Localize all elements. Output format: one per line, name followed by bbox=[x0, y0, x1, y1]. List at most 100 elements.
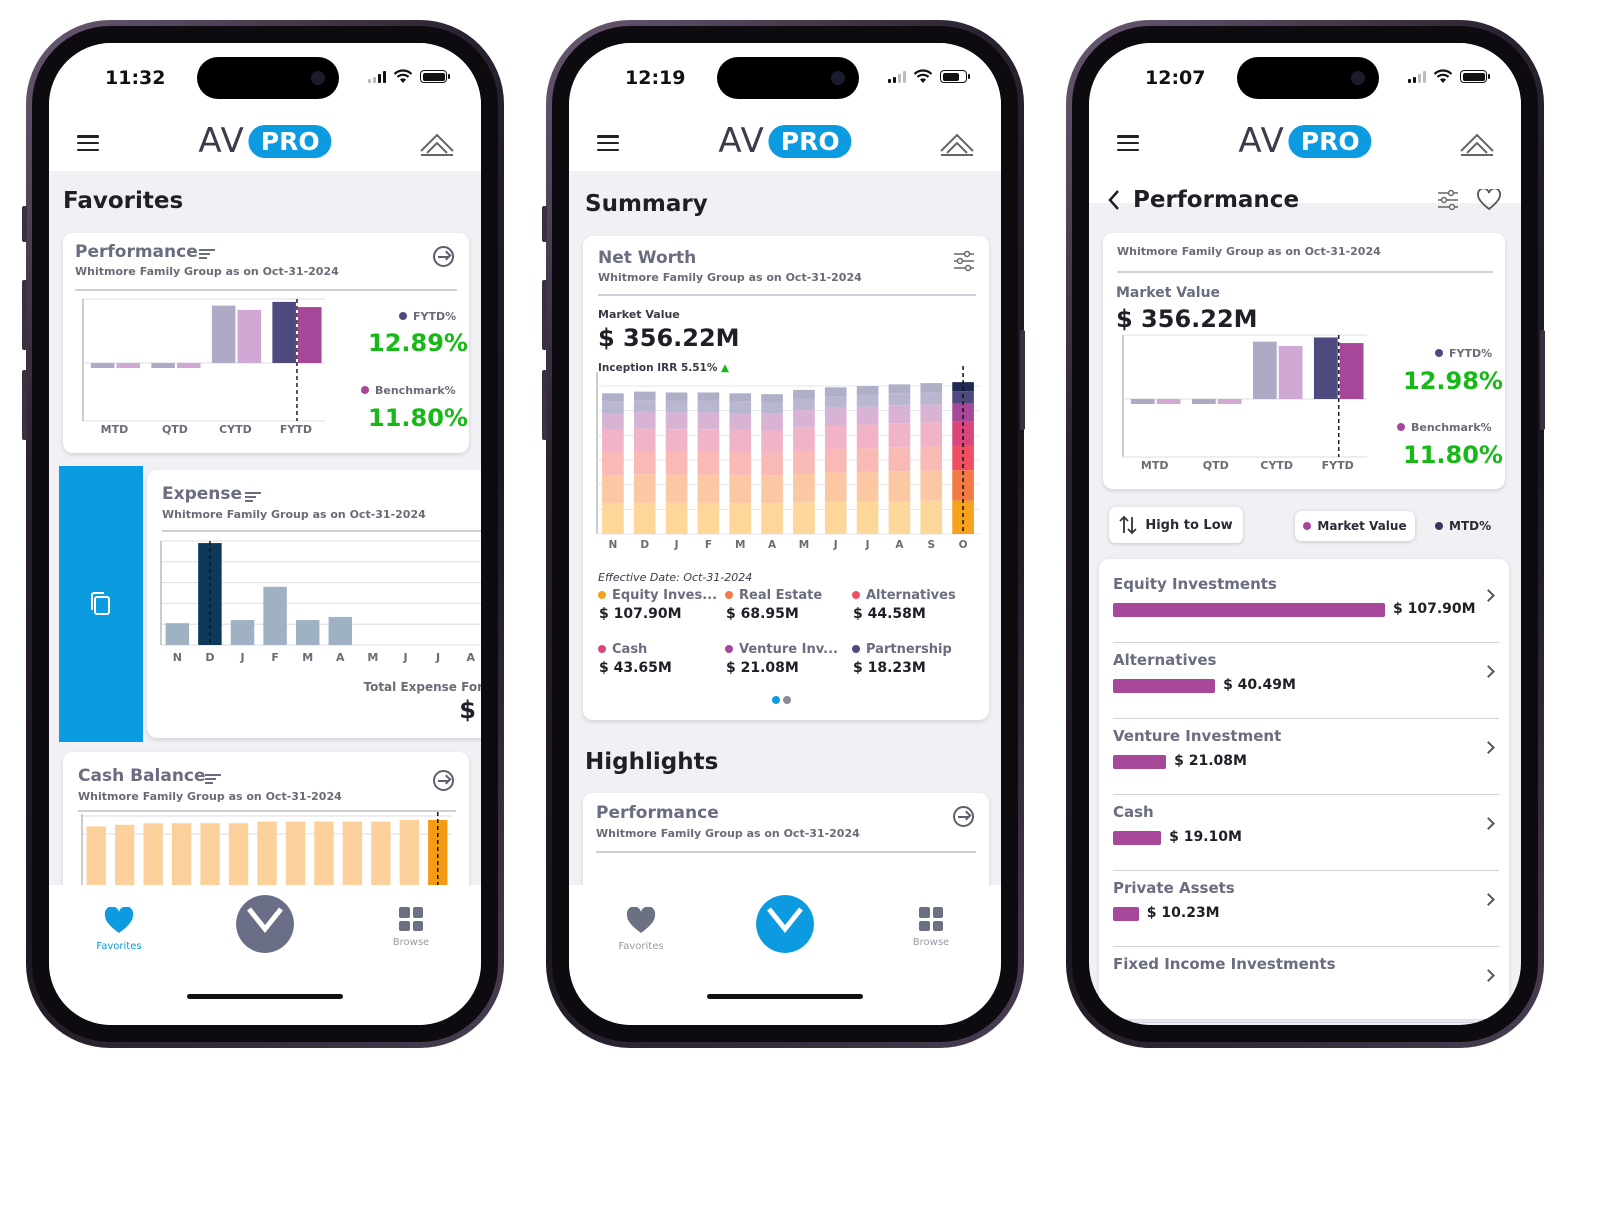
card-title: Expense bbox=[162, 484, 243, 504]
x-tick-label: FYTD bbox=[280, 423, 312, 436]
menu-icon[interactable] bbox=[77, 135, 99, 152]
benchmark-value: 11.80% bbox=[1403, 441, 1503, 469]
filter-icon[interactable] bbox=[1437, 189, 1459, 211]
bar-cytd-0 bbox=[211, 305, 236, 363]
net-worth-segment bbox=[888, 423, 911, 448]
edit-icon[interactable] bbox=[205, 774, 221, 786]
logo-av: AV bbox=[718, 121, 765, 161]
screen: 12:07 AV PRO Performance Whitmore bbox=[1089, 43, 1521, 1025]
open-arrow-icon[interactable] bbox=[953, 806, 974, 827]
duplicate-action[interactable] bbox=[59, 466, 143, 742]
allocation-row[interactable]: Venture Investment $ 21.08M bbox=[1113, 721, 1499, 795]
total-expense-label: Total Expense For bbox=[363, 680, 481, 694]
net-worth-segment bbox=[793, 410, 815, 428]
home-logo-button[interactable] bbox=[236, 895, 294, 953]
allocation-list: Equity Investments $ 107.90M Alternatives $… bbox=[1099, 559, 1509, 1023]
home-icon[interactable] bbox=[939, 131, 975, 157]
chevron-right-icon bbox=[1482, 969, 1495, 982]
tab-favorites[interactable]: Favorites bbox=[79, 907, 159, 952]
expense-bar bbox=[295, 620, 320, 645]
tab-browse[interactable]: Browse bbox=[371, 907, 451, 948]
x-tick-label: D bbox=[205, 651, 214, 664]
expense-card[interactable]: Expense Whitmore Family Group as on Oct-… bbox=[147, 470, 481, 738]
allocation-bar bbox=[1113, 755, 1167, 769]
net-worth-segment bbox=[761, 402, 783, 414]
allocation-row[interactable]: Private Assets $ 10.23M bbox=[1113, 873, 1499, 947]
x-tick-label: N bbox=[173, 651, 182, 664]
net-worth-segment bbox=[856, 471, 879, 502]
net-worth-segment bbox=[602, 413, 624, 430]
allocation-row[interactable]: Fixed Income Investments bbox=[1113, 949, 1499, 1023]
page-title: Performance bbox=[1133, 187, 1300, 213]
phone-favorites: 11:32 AV PRO Favorites Performance bbox=[26, 20, 504, 1048]
net-worth-segment bbox=[888, 393, 911, 406]
card-title: Cash Balance bbox=[78, 766, 206, 786]
status-icons bbox=[888, 69, 970, 84]
x-tick-label: M bbox=[799, 539, 809, 551]
net-worth-segment bbox=[633, 474, 656, 503]
edit-icon[interactable] bbox=[199, 249, 215, 261]
legend-item-label: Venture Inv... bbox=[725, 642, 838, 657]
heart-icon bbox=[626, 907, 656, 933]
net-worth-segment bbox=[697, 400, 720, 413]
favorite-heart-icon[interactable] bbox=[1477, 189, 1501, 211]
cash-bar bbox=[86, 826, 106, 892]
logo-av: AV bbox=[1238, 121, 1285, 161]
cash-balance-card[interactable]: Cash Balance Whitmore Family Group as on… bbox=[63, 752, 469, 892]
net-worth-segment bbox=[920, 446, 943, 471]
net-worth-segment bbox=[729, 503, 752, 534]
mtd-filter[interactable]: MTD% bbox=[1435, 519, 1491, 533]
dynamic-island bbox=[1237, 57, 1379, 99]
legend-item-label: Equity Inves... bbox=[598, 588, 717, 603]
x-tick-label: M bbox=[367, 651, 378, 664]
net-worth-segment bbox=[952, 403, 974, 422]
tab-browse[interactable]: Browse bbox=[891, 907, 971, 948]
home-logo-button[interactable] bbox=[756, 895, 814, 953]
allocation-value: $ 21.08M bbox=[1174, 753, 1247, 769]
legend-item-value: $ 44.58M bbox=[853, 606, 926, 622]
back-icon[interactable] bbox=[1107, 189, 1121, 211]
net-worth-segment bbox=[888, 405, 911, 424]
x-tick-label: A bbox=[466, 651, 475, 664]
net-worth-segment bbox=[665, 392, 688, 401]
home-icon[interactable] bbox=[419, 131, 455, 157]
net-worth-segment bbox=[856, 394, 879, 407]
open-arrow-icon[interactable] bbox=[433, 246, 454, 267]
sort-button[interactable]: High to Low bbox=[1109, 507, 1243, 543]
allocation-row[interactable]: Equity Investments $ 107.90M bbox=[1113, 569, 1499, 643]
allocation-row[interactable]: Cash $ 19.10M bbox=[1113, 797, 1499, 871]
open-arrow-icon[interactable] bbox=[433, 770, 454, 791]
x-tick-label: J bbox=[865, 539, 870, 551]
home-indicator bbox=[707, 994, 863, 999]
x-tick-label: N bbox=[609, 539, 618, 551]
chevron-right-icon bbox=[1482, 817, 1495, 830]
net-worth-segment bbox=[665, 451, 688, 475]
net-worth-segment bbox=[920, 422, 943, 447]
x-tick-label: S bbox=[927, 539, 935, 551]
sort-icon bbox=[1119, 515, 1137, 535]
filter-icon[interactable] bbox=[953, 250, 975, 272]
tab-favorites[interactable]: Favorites bbox=[601, 907, 681, 952]
performance-card[interactable]: Performance Whitmore Family Group as on … bbox=[63, 233, 469, 453]
home-icon[interactable] bbox=[1459, 131, 1495, 157]
market-value: $ 356.22M bbox=[598, 324, 740, 352]
net-worth-segment bbox=[761, 394, 783, 403]
page-indicator[interactable] bbox=[772, 696, 791, 704]
tab-label: Favorites bbox=[96, 941, 142, 952]
net-worth-segment bbox=[920, 383, 943, 393]
net-worth-segment bbox=[793, 389, 815, 399]
menu-icon[interactable] bbox=[597, 135, 619, 152]
edit-icon[interactable] bbox=[245, 492, 261, 504]
screen: 11:32 AV PRO Favorites Performance bbox=[49, 43, 481, 1025]
allocation-name: Cash bbox=[1113, 803, 1154, 821]
divider bbox=[162, 530, 481, 532]
net-worth-segment bbox=[920, 500, 943, 534]
card-subtitle: Whitmore Family Group as on Oct-31-2024 bbox=[596, 827, 860, 840]
menu-icon[interactable] bbox=[1117, 135, 1139, 152]
x-tick-label: O bbox=[959, 539, 968, 551]
allocation-row[interactable]: Alternatives $ 40.49M bbox=[1113, 645, 1499, 719]
net-worth-card[interactable]: Net Worth Whitmore Family Group as on Oc… bbox=[583, 236, 989, 720]
home-indicator bbox=[187, 994, 343, 999]
market-value-filter[interactable]: Market Value bbox=[1295, 511, 1415, 541]
allocation-value: $ 10.23M bbox=[1146, 905, 1220, 921]
